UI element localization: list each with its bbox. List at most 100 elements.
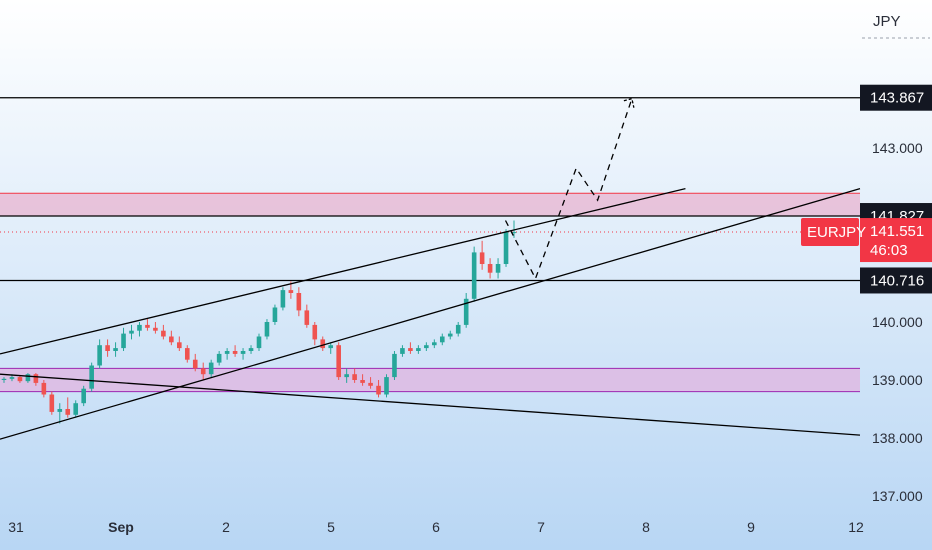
level-badge-bg <box>860 84 932 111</box>
candle <box>463 293 469 328</box>
candle-body <box>511 232 517 234</box>
price-tick-label: 137.000 <box>872 488 923 504</box>
candle <box>73 400 79 418</box>
candle-body <box>65 409 71 415</box>
candle-body <box>280 290 286 308</box>
price-tick-label: 140.000 <box>872 314 923 330</box>
candle <box>25 373 31 383</box>
support-zone <box>0 368 860 392</box>
price-tick-label: 138.000 <box>872 430 923 446</box>
level-badge-bg <box>860 267 932 294</box>
candle <box>33 373 39 386</box>
candle-body <box>137 324 142 331</box>
candle <box>312 322 318 346</box>
candle-body <box>192 359 198 369</box>
candle <box>97 339 102 369</box>
candle-body <box>208 362 214 375</box>
candle <box>392 351 397 380</box>
candle <box>49 391 55 415</box>
candle-body <box>360 380 365 383</box>
candle <box>216 351 222 366</box>
candle <box>408 342 413 354</box>
candle-body <box>344 374 349 378</box>
level-badge: 143.867 <box>860 84 932 111</box>
candle <box>272 304 278 325</box>
time-axis[interactable]: 31 Sep 2 5 6 7 8 9 12 <box>8 519 864 535</box>
candle-body <box>328 345 334 349</box>
candle-body <box>408 348 413 351</box>
candle-body <box>240 351 246 354</box>
candle <box>224 348 230 360</box>
candle-body <box>463 298 469 325</box>
candle <box>145 319 150 331</box>
candle <box>368 377 373 389</box>
candle-body <box>487 264 493 273</box>
candle <box>471 246 477 302</box>
candle <box>184 345 190 363</box>
trendlines-layer <box>0 97 861 440</box>
symbol-badge-bg <box>801 218 859 247</box>
candle <box>320 336 326 351</box>
candle <box>208 359 214 378</box>
candle <box>129 324 134 340</box>
candle-body <box>216 353 222 363</box>
candle-body <box>439 336 445 343</box>
candle-body <box>169 336 174 343</box>
candle <box>192 353 198 372</box>
candle <box>200 362 206 380</box>
candle <box>503 229 509 267</box>
candle-body <box>57 409 63 412</box>
candle-body <box>9 377 15 379</box>
descending-trendline <box>0 373 861 436</box>
candle-body <box>105 345 110 351</box>
candle <box>113 342 118 357</box>
candle-body <box>49 394 55 412</box>
candle <box>280 287 286 311</box>
candle-body <box>184 348 190 360</box>
currency-label: JPY <box>873 13 901 30</box>
candle <box>105 339 110 357</box>
candle <box>161 324 166 340</box>
projection-path <box>504 98 633 281</box>
price-tick-label: 139.000 <box>872 372 923 388</box>
time-tick-label: Sep <box>108 519 134 535</box>
candle-body <box>248 348 254 351</box>
candle-body <box>352 374 357 380</box>
candle <box>153 322 158 334</box>
candle <box>352 368 357 383</box>
current-price-label: 141.551 <box>870 223 924 240</box>
price-axis[interactable]: 143.000 140.000 139.000 138.000 137.000 143.8… <box>801 37 932 504</box>
time-tick-label: 12 <box>848 519 864 535</box>
candle-body <box>73 403 79 415</box>
candle <box>57 403 63 424</box>
candle <box>336 342 341 380</box>
candle-body <box>129 330 134 334</box>
candle-body <box>479 252 485 264</box>
symbol-badge: EURJPY <box>801 218 866 247</box>
candle <box>439 333 445 346</box>
candle <box>17 375 23 383</box>
time-tick-label: 5 <box>327 519 335 535</box>
candle-body <box>264 322 270 337</box>
candle <box>479 240 485 270</box>
candle <box>416 345 421 354</box>
candle <box>447 330 453 340</box>
candle <box>344 368 349 383</box>
candle-body <box>312 324 318 340</box>
candle-body <box>471 252 477 299</box>
candle-body <box>232 351 238 354</box>
time-tick-label: 31 <box>8 519 24 535</box>
candle-body <box>376 385 381 395</box>
candle-body <box>455 324 461 334</box>
candle <box>384 374 389 398</box>
candle <box>248 345 254 354</box>
candle <box>432 339 437 349</box>
level-badge-label: 140.716 <box>870 272 924 289</box>
candle-body <box>336 345 341 378</box>
candle <box>487 258 493 279</box>
candle-body <box>89 365 94 389</box>
time-tick-label: 7 <box>537 519 545 535</box>
candle <box>264 319 270 340</box>
